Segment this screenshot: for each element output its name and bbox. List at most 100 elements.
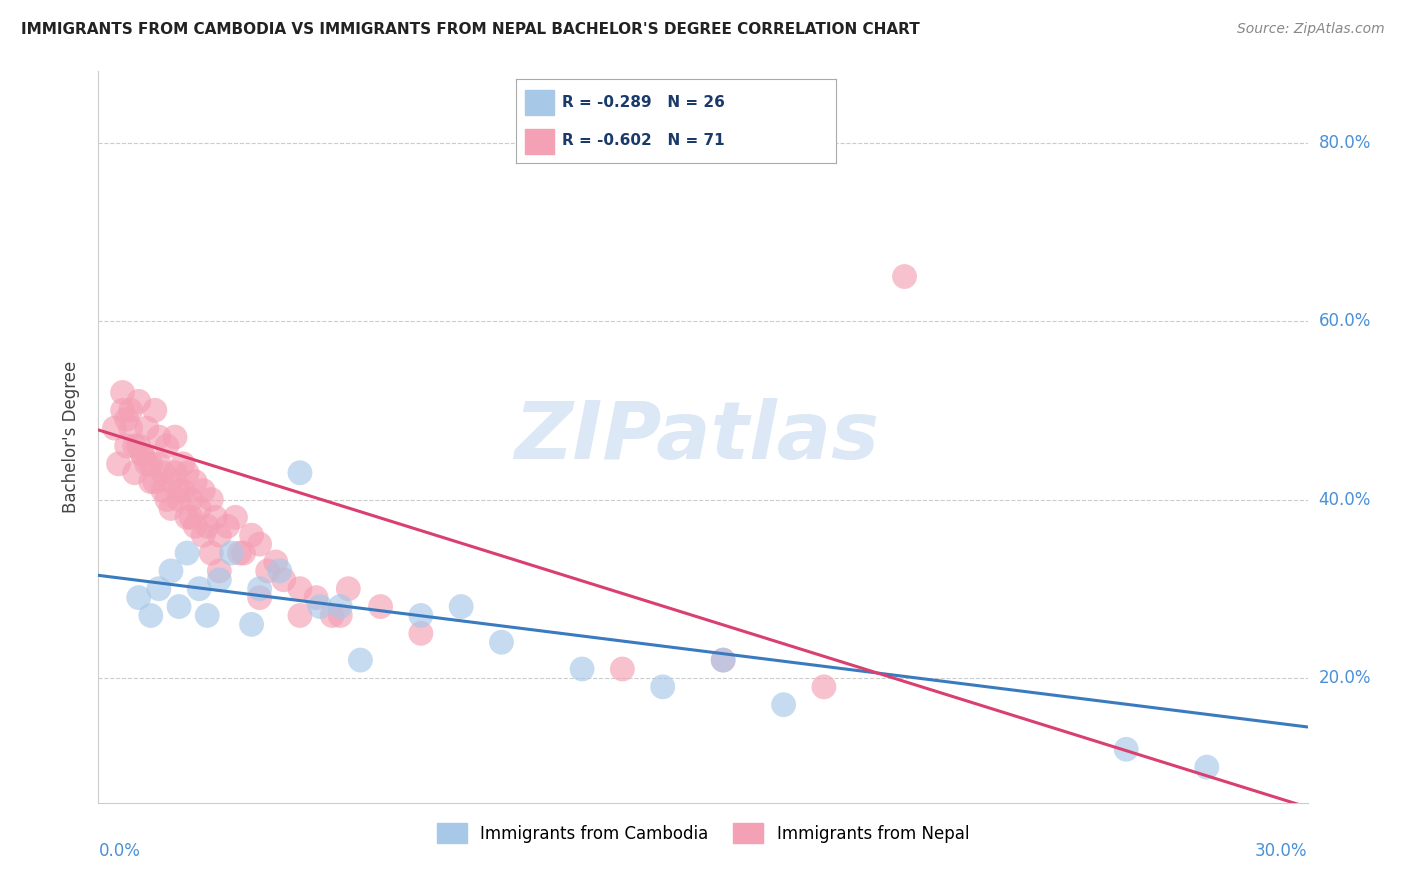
Point (200, 546, 222, 560)
Point (813, 680, 835, 694)
Point (256, 564, 278, 578)
Point (135, 421, 157, 435)
Point (208, 528, 231, 542)
Point (224, 510, 246, 524)
Point (139, 608, 162, 623)
Point (143, 403, 166, 417)
Point (103, 421, 125, 435)
Point (288, 582, 311, 596)
Point (193, 528, 215, 542)
Point (167, 492, 190, 507)
Point (180, 492, 202, 507)
Point (152, 466, 174, 480)
Point (772, 698, 794, 712)
Point (370, 599, 392, 614)
Point (148, 457, 170, 471)
Point (208, 564, 231, 578)
Point (711, 653, 734, 667)
Point (349, 653, 371, 667)
Point (167, 599, 190, 614)
Text: ZIPatlas: ZIPatlas (515, 398, 880, 476)
Point (204, 510, 226, 524)
Point (264, 555, 287, 569)
Point (115, 439, 138, 453)
Point (305, 591, 328, 605)
Point (124, 439, 146, 453)
Text: 40.0%: 40.0% (1319, 491, 1371, 508)
Point (329, 608, 352, 623)
Text: 20.0%: 20.0% (1319, 669, 1371, 687)
Point (571, 662, 593, 676)
Point (269, 564, 291, 578)
Point (172, 457, 194, 471)
Point (156, 439, 179, 453)
Point (107, 457, 129, 471)
Point (240, 528, 263, 542)
Text: 30.0%: 30.0% (1256, 842, 1308, 860)
Point (249, 537, 271, 551)
Point (450, 599, 472, 614)
Text: IMMIGRANTS FROM CAMBODIA VS IMMIGRANTS FROM NEPAL BACHELOR'S DEGREE CORRELATION : IMMIGRANTS FROM CAMBODIA VS IMMIGRANTS F… (21, 22, 920, 37)
Point (208, 573, 231, 587)
Point (176, 466, 198, 480)
Text: 60.0%: 60.0% (1319, 312, 1371, 330)
Y-axis label: Bachelor's Degree: Bachelor's Degree (62, 361, 80, 513)
Point (163, 466, 186, 480)
Legend: Immigrants from Cambodia, Immigrants from Nepal: Immigrants from Cambodia, Immigrants fro… (430, 817, 976, 849)
Point (160, 564, 183, 578)
Text: Source: ZipAtlas.com: Source: ZipAtlas.com (1237, 22, 1385, 37)
Point (337, 582, 360, 596)
Point (188, 582, 211, 596)
Point (132, 448, 155, 462)
Point (111, 403, 134, 417)
Point (120, 403, 142, 417)
Point (135, 457, 157, 471)
Point (651, 680, 673, 694)
Point (128, 439, 150, 453)
Point (240, 617, 263, 632)
Point (309, 599, 332, 614)
Point (711, 653, 734, 667)
Point (176, 510, 198, 524)
Point (491, 635, 513, 649)
Point (1195, 760, 1218, 774)
Point (1115, 742, 1137, 756)
Point (195, 608, 218, 623)
Point (132, 448, 155, 462)
Point (128, 591, 150, 605)
Point (160, 501, 183, 516)
Point (409, 626, 432, 640)
Point (200, 492, 222, 507)
Point (160, 475, 183, 489)
Point (148, 430, 170, 444)
Text: 80.0%: 80.0% (1319, 134, 1371, 152)
Point (180, 510, 202, 524)
Point (288, 466, 311, 480)
Point (409, 608, 432, 623)
Point (124, 466, 146, 480)
Point (111, 385, 134, 400)
Point (139, 475, 162, 489)
Point (148, 582, 170, 596)
Point (176, 546, 198, 560)
Point (217, 519, 239, 533)
Point (184, 475, 207, 489)
Point (193, 483, 215, 498)
Point (221, 546, 243, 560)
Point (249, 582, 271, 596)
Point (288, 608, 311, 623)
Point (172, 483, 194, 498)
Point (184, 519, 207, 533)
Point (228, 546, 250, 560)
Point (893, 269, 915, 284)
Point (152, 483, 174, 498)
Point (128, 394, 150, 409)
Point (139, 457, 162, 471)
Point (156, 492, 179, 507)
Point (167, 483, 190, 498)
Point (321, 608, 343, 623)
Point (188, 501, 211, 516)
Point (612, 662, 634, 676)
Point (273, 573, 295, 587)
Text: 0.0%: 0.0% (98, 842, 141, 860)
